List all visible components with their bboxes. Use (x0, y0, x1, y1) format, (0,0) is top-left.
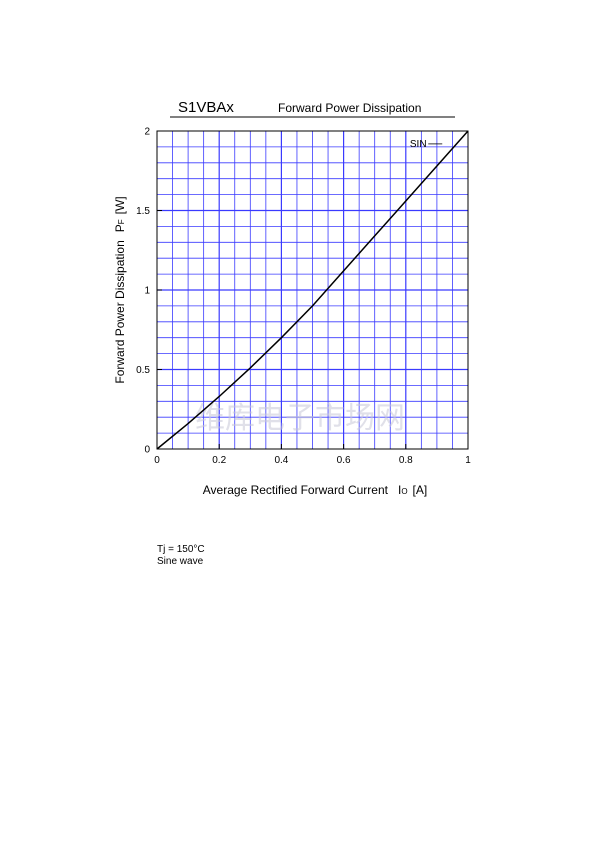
x-tick-label: 0.2 (212, 455, 226, 466)
x-axis-unit: [A] (413, 483, 428, 497)
x-tick-label: 0.6 (337, 455, 351, 466)
y-tick-label: 0.5 (136, 365, 150, 376)
grid-lines (157, 131, 468, 449)
series-label-sin: SIN (410, 139, 427, 150)
y-axis-label: Forward Power Dissipation PF [W] (113, 196, 127, 383)
y-tick-label: 1 (144, 286, 150, 297)
conditions-notes: Tj = 150°C Sine wave (157, 544, 205, 568)
y-axis-unit: [W] (113, 196, 127, 214)
y-axis-label-main: Forward Power Dissipation (113, 240, 127, 383)
note-waveform: Sine wave (157, 556, 204, 567)
y-tick-label: 1.5 (136, 206, 150, 217)
x-axis-label: Average Rectified Forward Current IO [A] (203, 483, 427, 497)
watermark-text: 维库电子市场网 (195, 401, 405, 436)
x-tick-label: 0.4 (274, 455, 288, 466)
series-line-sin (156, 130, 469, 450)
x-tick-label: 1 (465, 455, 471, 466)
chart-title: Forward Power Dissipation (278, 101, 421, 115)
x-axis-symbol: I (398, 483, 401, 497)
y-axis-subscript: F (117, 219, 126, 224)
y-tick-label: 0 (144, 445, 150, 456)
x-tick-label: 0.8 (399, 455, 413, 466)
chart-marks: 0 0.2 0.4 0.6 0.8 1 0 0.5 1 1.5 2 SIN (136, 127, 471, 467)
y-axis-symbol: P (113, 224, 127, 232)
y-tick-label: 2 (144, 127, 150, 138)
x-tick-label: 0 (154, 455, 160, 466)
note-temperature: Tj = 150°C (157, 544, 205, 555)
x-axis-label-main: Average Rectified Forward Current (203, 483, 389, 497)
part-number: S1VBAx (178, 99, 234, 116)
x-axis-subscript: O (401, 487, 407, 496)
